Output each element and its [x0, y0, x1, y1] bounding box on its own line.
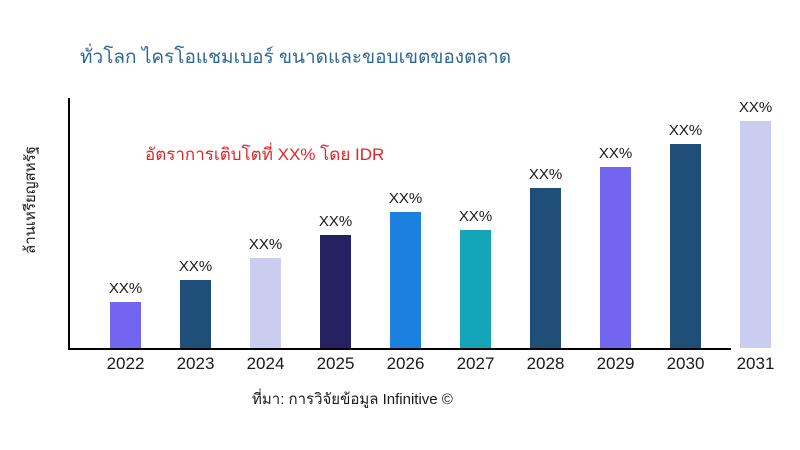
bar-2027	[460, 230, 491, 348]
bar-2024	[250, 258, 281, 348]
bar-2026	[390, 212, 421, 348]
x-tick-2025: 2025	[316, 354, 355, 373]
bar-value-label-2024: XX%	[248, 236, 283, 253]
x-axis-line	[68, 348, 731, 350]
bar-value-label-2030: XX%	[668, 122, 703, 139]
bar-2029	[600, 167, 631, 348]
y-axis-label: ล้านเหรียญสหรัฐ	[22, 146, 39, 254]
bar-value-label-2029: XX%	[598, 145, 633, 162]
growth-rate-annotation: อัตราการเติบโตที่ XX% โดย IDR	[145, 145, 385, 164]
bar-value-label-2027: XX%	[458, 208, 493, 225]
x-tick-2027: 2027	[456, 354, 495, 373]
x-tick-2028: 2028	[526, 354, 565, 373]
bar-2030	[670, 144, 701, 348]
chart-title: ทั่วโลก ไครโอแชมเบอร์ ขนาดและขอบเขตของตล…	[80, 47, 512, 68]
x-tick-2030: 2030	[666, 354, 705, 373]
x-tick-2026: 2026	[386, 354, 425, 373]
bar-2028	[530, 188, 561, 348]
bar-value-label-2028: XX%	[528, 166, 563, 183]
bar-value-label-2022: XX%	[108, 280, 143, 297]
x-tick-2024: 2024	[246, 354, 285, 373]
bar-2022	[110, 302, 141, 348]
source-text: ที่มา: การวิจัยข้อมูล Infinitive ©	[252, 391, 453, 408]
bar-2031	[740, 121, 771, 348]
bar-2023	[180, 280, 211, 348]
x-tick-2031: 2031	[736, 354, 775, 373]
bar-value-label-2025: XX%	[318, 213, 353, 230]
bar-value-label-2026: XX%	[388, 190, 423, 207]
y-axis-line	[68, 98, 70, 350]
bar-value-label-2031: XX%	[738, 99, 773, 116]
x-tick-2029: 2029	[596, 354, 635, 373]
x-tick-2022: 2022	[106, 354, 145, 373]
bar-value-label-2023: XX%	[178, 258, 213, 275]
x-tick-2023: 2023	[176, 354, 215, 373]
bar-2025	[320, 235, 351, 348]
